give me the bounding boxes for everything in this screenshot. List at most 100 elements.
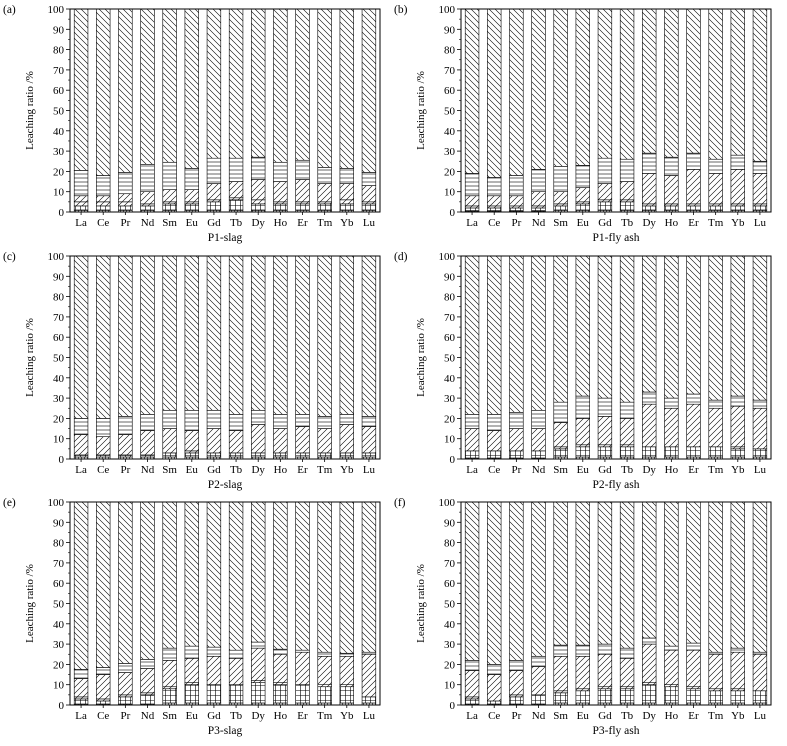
- bar-segment: [251, 179, 266, 201]
- bar-segment: [273, 255, 288, 415]
- bar-segment: [619, 658, 635, 688]
- bar-segment: [73, 434, 89, 456]
- y-tick-label: 50: [53, 353, 65, 365]
- bar-segment: [575, 201, 590, 205]
- bar-segment: [96, 436, 111, 456]
- bar-segment: [295, 649, 310, 653]
- bar-segment: [752, 160, 768, 174]
- bar-segment: [487, 664, 502, 675]
- y-tick-label: 80: [53, 292, 65, 304]
- x-tick-label: Pr: [511, 710, 521, 722]
- bar-segment: [553, 692, 568, 704]
- x-tick-label: Tb: [621, 710, 634, 722]
- bar-segment: [664, 649, 679, 686]
- bar-segment: [664, 645, 679, 651]
- bar-segment: [339, 501, 354, 654]
- bar-segment: [361, 185, 377, 203]
- bar-segment: [531, 255, 546, 411]
- bar-segment: [140, 191, 155, 205]
- bar-segment: [464, 696, 480, 700]
- bar-segment: [251, 424, 266, 454]
- bar-segment: [118, 663, 133, 673]
- bar-segment: [295, 651, 310, 685]
- bar-segment: [140, 694, 155, 705]
- bar-segment: [642, 684, 657, 704]
- bar-segment: [509, 255, 524, 413]
- bar-segment: [553, 205, 568, 211]
- x-tick-label: Nd: [532, 464, 546, 476]
- bar-segment: [140, 164, 155, 193]
- bar-segment: [339, 255, 354, 415]
- bar-segment: [597, 501, 613, 645]
- bar-segment: [575, 165, 590, 188]
- x-tick-label: Tm: [317, 710, 333, 722]
- bar-segment: [273, 684, 288, 704]
- bar-segment: [619, 401, 635, 419]
- x-tick-label: Ce: [97, 464, 109, 476]
- x-tick-label: Nd: [141, 217, 155, 229]
- bar-segment: [73, 454, 89, 458]
- bar-segment: [162, 660, 177, 688]
- bar-segment: [184, 430, 199, 452]
- bar-segment: [96, 175, 111, 197]
- bar-segment: [642, 446, 657, 458]
- bar-segment: [730, 203, 745, 207]
- y-tick-label: 90: [53, 271, 65, 283]
- x-tick-label: Dy: [251, 217, 265, 229]
- x-tick-label: Ce: [97, 217, 109, 229]
- y-tick-label: 20: [53, 413, 65, 425]
- y-tick-label: 100: [48, 251, 65, 263]
- bar-segment: [273, 201, 288, 205]
- y-tick-label: 60: [444, 332, 456, 344]
- bar-segment: [361, 651, 377, 655]
- bar-segment: [184, 201, 199, 205]
- x-tick-label: Er: [688, 710, 699, 722]
- x-tick-label: Ce: [488, 217, 500, 229]
- y-tick-label: 100: [439, 497, 456, 509]
- y-tick-label: 70: [444, 312, 456, 324]
- x-tick-label: Dy: [642, 217, 656, 229]
- bar-segment: [619, 199, 635, 203]
- bar-segment: [575, 446, 590, 458]
- y-tick-label: 60: [53, 332, 65, 344]
- bar-segment: [531, 205, 546, 209]
- y-tick-label: 10: [444, 434, 456, 446]
- bar-segment: [509, 450, 524, 459]
- bar-segment: [664, 446, 679, 458]
- bar-segment: [575, 690, 590, 704]
- bar-segment: [553, 422, 568, 448]
- bar-segment: [708, 690, 723, 704]
- bar-segment: [708, 203, 723, 207]
- x-tick-label: Eu: [577, 217, 590, 229]
- y-tick-label: 60: [53, 85, 65, 97]
- x-tick-label: Er: [688, 464, 699, 476]
- bar-segment: [730, 169, 745, 205]
- bar-segment: [273, 653, 288, 683]
- bar-segment: [619, 418, 635, 446]
- x-tick-label: Pr: [511, 464, 521, 476]
- bar-segment: [228, 199, 244, 211]
- bar-segment: [295, 8, 310, 161]
- bar-segment: [295, 159, 310, 180]
- bar-segment: [273, 682, 288, 685]
- bar-segment: [251, 501, 266, 643]
- bar-segment: [361, 653, 377, 698]
- x-tick-label: Eu: [186, 217, 199, 229]
- panel-label: (f): [394, 497, 406, 509]
- bar-segment: [730, 395, 745, 407]
- bar-segment: [73, 698, 89, 705]
- bar-segment: [664, 686, 679, 704]
- y-tick-label: 20: [53, 166, 65, 178]
- y-tick-label: 90: [444, 24, 456, 36]
- x-tick-label: Pr: [120, 710, 130, 722]
- bar-segment: [487, 207, 502, 212]
- bar-segment: [553, 203, 568, 207]
- y-tick-label: 0: [59, 454, 65, 466]
- bar-segment: [162, 647, 177, 661]
- bar-segment: [339, 452, 354, 458]
- bar-segment: [730, 448, 745, 458]
- y-tick-label: 80: [444, 292, 456, 304]
- bar-segment: [206, 428, 222, 454]
- bar-segment: [96, 700, 111, 705]
- bar-segment: [251, 203, 266, 211]
